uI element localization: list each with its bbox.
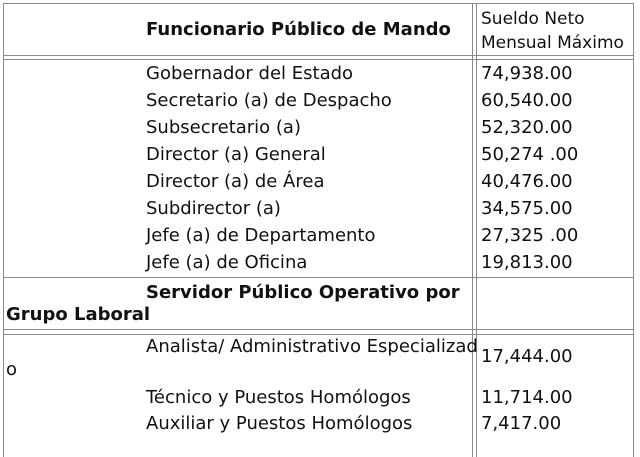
operativo-section-title-line2: Grupo Laboral [6, 304, 151, 325]
position-cell: Jefe (a) de Oficina [146, 252, 308, 273]
salary-cell: 60,540.00 [481, 90, 573, 111]
position-cell-line2: o [6, 359, 18, 380]
salary-cell: 11,714.00 [481, 387, 573, 408]
position-cell: Secretario (a) de Despacho [146, 90, 392, 111]
salary-cell: 40,476.00 [481, 171, 573, 192]
position-cell: Jefe (a) de Departamento [146, 225, 376, 246]
header-salary-title-line1: Sueldo Neto [481, 9, 585, 29]
position-cell-line1: Analista/ Administrativo Especializad [146, 336, 478, 357]
header-salary-title-line2: Mensual Máximo [481, 33, 624, 53]
table-border-top [3, 3, 634, 4]
section-divider-top [3, 59, 634, 60]
position-cell: Técnico y Puestos Homólogos [146, 387, 411, 408]
table-border-right [633, 3, 634, 457]
position-cell: Subdirector (a) [146, 198, 281, 219]
header-position-title: Funcionario Público de Mando [146, 19, 451, 40]
header-divider-bottom [3, 55, 634, 56]
salary-cell: 7,417.00 [481, 413, 562, 434]
salary-cell: 52,320.00 [481, 117, 573, 138]
column-divider-a [472, 3, 473, 457]
position-cell: Director (a) de Área [146, 171, 325, 192]
position-cell: Auxiliar y Puestos Homólogos [146, 413, 413, 434]
salary-cell: 34,575.00 [481, 198, 573, 219]
salary-cell: 17,444.00 [481, 346, 573, 367]
column-divider-b [476, 3, 477, 457]
salary-cell: 50,274 .00 [481, 144, 579, 165]
salary-cell: 27,325 .00 [481, 225, 579, 246]
operativo-header-bottom [3, 329, 634, 330]
position-cell: Director (a) General [146, 144, 326, 165]
salary-cell: 19,813.00 [481, 252, 573, 273]
operativo-section-title-line1: Servidor Público Operativo por [146, 282, 460, 303]
salary-cell: 74,938.00 [481, 63, 573, 84]
position-cell: Subsecretario (a) [146, 117, 301, 138]
table-border-left [3, 3, 4, 457]
operativo-header-top [3, 277, 634, 278]
position-cell: Gobernador del Estado [146, 63, 354, 84]
operativo-rows-top [3, 334, 634, 335]
